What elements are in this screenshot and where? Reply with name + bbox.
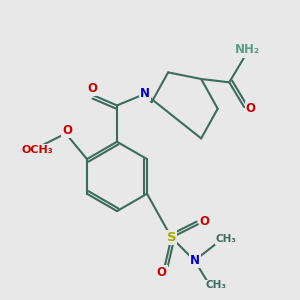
Text: NH₂: NH₂ [235, 43, 260, 56]
Text: ₂: ₂ [256, 45, 260, 55]
Text: O: O [246, 102, 256, 115]
Text: NH: NH [236, 44, 256, 57]
Text: CH₃: CH₃ [215, 234, 236, 244]
Text: N: N [140, 87, 150, 101]
Text: O: O [87, 82, 97, 95]
Text: N: N [140, 87, 150, 101]
Text: CH₃: CH₃ [206, 280, 226, 290]
Text: N: N [190, 254, 200, 267]
Text: OCH₃: OCH₃ [22, 145, 53, 155]
Text: O: O [62, 124, 72, 137]
Text: O: O [157, 266, 166, 279]
Text: S: S [167, 231, 176, 244]
Text: O: O [200, 214, 209, 227]
